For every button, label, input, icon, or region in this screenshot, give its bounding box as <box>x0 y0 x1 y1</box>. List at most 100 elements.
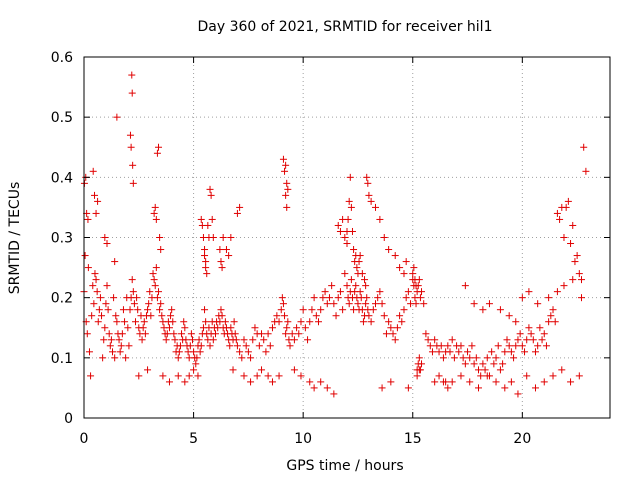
data-point <box>481 366 489 374</box>
data-point <box>400 270 408 278</box>
data-point <box>268 378 276 386</box>
data-point <box>126 306 134 314</box>
data-point <box>118 330 126 338</box>
data-point <box>297 372 305 380</box>
data-point <box>553 209 561 217</box>
data-point <box>157 246 165 254</box>
data-point <box>202 318 210 326</box>
data-point <box>461 360 469 368</box>
data-point <box>216 246 224 254</box>
data-point <box>156 306 164 314</box>
data-point <box>178 330 186 338</box>
data-point <box>283 203 291 211</box>
data-point <box>361 276 369 284</box>
data-point <box>227 234 235 241</box>
data-point <box>363 294 371 302</box>
data-point <box>488 348 496 356</box>
data-point <box>262 348 270 356</box>
data-point <box>230 318 238 326</box>
data-point <box>396 312 404 320</box>
data-point <box>501 384 509 392</box>
data-point <box>100 336 108 344</box>
data-point <box>369 306 377 314</box>
data-point <box>167 312 175 320</box>
data-point <box>170 330 178 338</box>
data-point <box>448 336 456 344</box>
data-point <box>334 221 342 229</box>
data-point <box>94 197 102 205</box>
data-point <box>110 294 118 302</box>
data-point <box>505 312 513 320</box>
data-point <box>446 348 454 356</box>
data-point <box>119 306 127 314</box>
data-point <box>371 300 379 308</box>
data-point <box>233 209 241 217</box>
data-point <box>225 252 233 260</box>
data-point <box>347 203 355 211</box>
data-point <box>284 185 292 193</box>
data-point <box>505 342 513 350</box>
data-point <box>365 312 373 320</box>
data-point <box>529 336 537 344</box>
data-point <box>85 348 93 356</box>
data-point <box>431 378 439 386</box>
data-point <box>233 342 241 350</box>
data-point <box>107 336 115 344</box>
data-point <box>328 282 336 290</box>
data-point <box>507 378 515 386</box>
data-point <box>127 143 135 151</box>
data-point <box>501 348 509 356</box>
data-point <box>353 264 361 272</box>
data-point <box>104 306 112 314</box>
data-point <box>444 384 452 392</box>
data-point <box>494 342 502 350</box>
data-point <box>306 318 314 326</box>
data-point <box>275 372 283 380</box>
x-axis-label: GPS time / hours <box>286 458 403 474</box>
data-point <box>281 312 289 320</box>
data-point <box>128 71 136 79</box>
data-point <box>564 197 572 205</box>
data-point <box>459 354 467 362</box>
data-point <box>203 270 211 278</box>
data-point <box>130 300 138 308</box>
data-point <box>538 336 546 344</box>
data-point <box>542 342 550 350</box>
data-point <box>310 384 318 392</box>
data-point <box>88 312 96 320</box>
data-point <box>150 209 158 217</box>
y-tick-label: 0 <box>64 411 73 427</box>
data-point <box>444 342 452 350</box>
data-point <box>264 372 272 380</box>
data-point <box>111 258 119 266</box>
x-tick-label: 5 <box>189 431 198 447</box>
data-point <box>470 300 478 308</box>
data-point <box>260 336 268 344</box>
data-point <box>277 306 285 314</box>
axes: 0 0.1 0.2 0.3 0.4 0.5 0.6 0 5 10 15 20 <box>51 50 611 447</box>
data-point <box>297 318 305 326</box>
data-point <box>195 336 203 344</box>
data-point <box>455 348 463 356</box>
data-point <box>244 348 252 356</box>
data-point <box>534 342 542 350</box>
data-point <box>470 360 478 368</box>
data-point <box>266 342 274 350</box>
data-point <box>385 246 393 254</box>
data-point <box>273 312 281 320</box>
data-point <box>466 378 474 386</box>
data-point <box>359 318 367 326</box>
data-point <box>149 270 157 278</box>
chart-title: Day 360 of 2021, SRMTID for receiver hil… <box>198 19 493 35</box>
data-point <box>479 306 487 314</box>
data-point <box>442 378 450 386</box>
data-point <box>92 276 100 284</box>
data-point <box>527 330 535 338</box>
data-point <box>251 324 259 332</box>
data-point <box>144 306 152 314</box>
data-point <box>560 282 568 290</box>
data-point <box>547 312 555 320</box>
data-point <box>350 246 358 254</box>
data-point <box>457 342 465 350</box>
data-point <box>466 354 474 362</box>
